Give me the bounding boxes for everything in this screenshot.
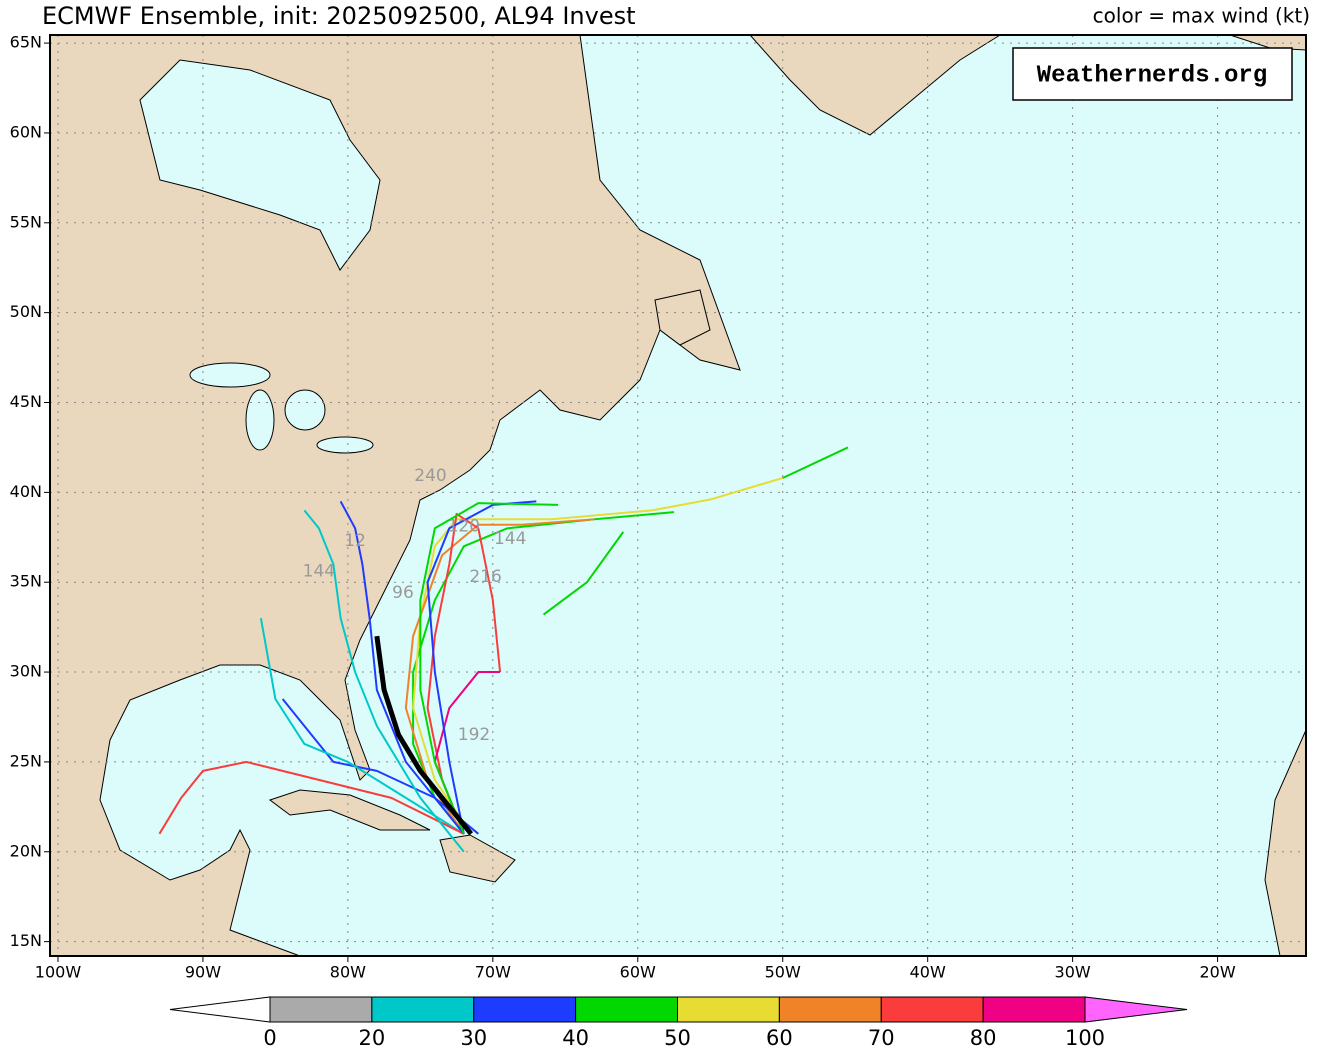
lake <box>245 389 275 451</box>
newfoundland <box>654 289 711 346</box>
map-area: 240 120 144 216 192 96 12 144 Weathernerds.org <box>49 34 1307 957</box>
colorbar-segment <box>473 996 577 1023</box>
colorbar: 0 20 30 40 50 60 70 80 100 <box>169 996 1188 1050</box>
storm-track <box>303 509 465 853</box>
storm-track <box>158 760 465 835</box>
colorbar-segment <box>677 996 780 1023</box>
colorbar-tick-label: 40 <box>562 1026 589 1050</box>
forecast-hour-label: 144 <box>494 529 526 549</box>
lon-tick-label: 30W <box>1055 963 1091 982</box>
lat-tick-label: 55N <box>10 212 42 231</box>
lon-tick-label: 80W <box>330 963 366 982</box>
colorbar-segment <box>880 996 984 1023</box>
inland-water <box>139 59 381 454</box>
storm-track <box>404 518 595 835</box>
watermark: Weathernerds.org <box>1037 62 1267 89</box>
colorbar-tick-label: 80 <box>970 1026 997 1050</box>
hudson-bay <box>139 59 381 271</box>
cuba <box>268 789 431 831</box>
lon-tick-label: 90W <box>185 963 221 982</box>
storm-track <box>542 531 625 616</box>
lat-tick-label: 35N <box>10 572 42 591</box>
lon-tick-label: 70W <box>475 963 511 982</box>
storm-track <box>782 446 849 479</box>
forecast-hour-label: 144 <box>303 561 335 581</box>
lat-tick-label: 50N <box>10 302 42 321</box>
lon-tick-label: 20W <box>1199 963 1235 982</box>
colorbar-tick-label: 20 <box>359 1026 386 1050</box>
lat-tick-label: 65N <box>10 33 42 52</box>
lat-tick-label: 20N <box>10 841 42 860</box>
colorbar-segment <box>778 996 882 1023</box>
lon-tick-label: 50W <box>765 963 801 982</box>
lake <box>189 362 271 388</box>
greenland <box>748 34 1002 136</box>
storm-track <box>412 477 784 835</box>
colorbar-segment <box>982 996 1086 1023</box>
forecast-hour-label: 96 <box>392 583 414 603</box>
lon-tick-label: 60W <box>620 963 656 982</box>
watermark-box <box>1012 47 1293 101</box>
lat-tick-label: 25N <box>10 751 42 770</box>
lake <box>316 436 374 454</box>
tracks: 240 120 144 216 192 96 12 144 <box>158 446 849 853</box>
forecast-hour-label: 120 <box>448 516 480 536</box>
lat-tick-label: 30N <box>10 662 42 681</box>
map-frame <box>49 34 1307 957</box>
storm-track <box>374 635 474 836</box>
lon-tick-label: 40W <box>910 963 946 982</box>
forecast-hour-label: 240 <box>414 466 446 486</box>
colorbar-tick-label: 0 <box>263 1026 276 1050</box>
forecast-hour-label: 216 <box>469 567 501 587</box>
storm-track <box>426 500 537 834</box>
north-america <box>49 34 741 957</box>
colorbar-tick-label: 70 <box>868 1026 895 1050</box>
lon-tick-label: 100W <box>35 963 82 982</box>
lat-tick-label: 40N <box>10 482 42 501</box>
colorbar-segment <box>575 996 678 1023</box>
storm-track <box>419 502 559 835</box>
forecast-hour-label: 192 <box>458 725 490 745</box>
colorbar-segment <box>371 996 475 1023</box>
title: ECMWF Ensemble, init: 2025092500, AL94 I… <box>42 2 636 30</box>
lake <box>284 389 326 431</box>
colorbar-over <box>1084 996 1188 1023</box>
land <box>49 34 1307 957</box>
colorbar-tick-label: 100 <box>1065 1026 1105 1050</box>
colorbar-tick-label: 50 <box>664 1026 691 1050</box>
forecast-hour-label: 12 <box>344 531 366 551</box>
colorbar-tick-label: 60 <box>766 1026 793 1050</box>
lat-tick-label: 45N <box>10 392 42 411</box>
graticule <box>50 35 1306 956</box>
lat-tick-label: 60N <box>10 122 42 141</box>
storm-track <box>339 500 465 835</box>
colorbar-under <box>169 996 271 1023</box>
lat-tick-label: 15N <box>10 931 42 950</box>
legend-title: color = max wind (kt) <box>1093 4 1310 28</box>
storm-track <box>259 617 465 835</box>
colorbar-segment <box>269 996 373 1023</box>
colorbar-tick-label: 30 <box>460 1026 487 1050</box>
